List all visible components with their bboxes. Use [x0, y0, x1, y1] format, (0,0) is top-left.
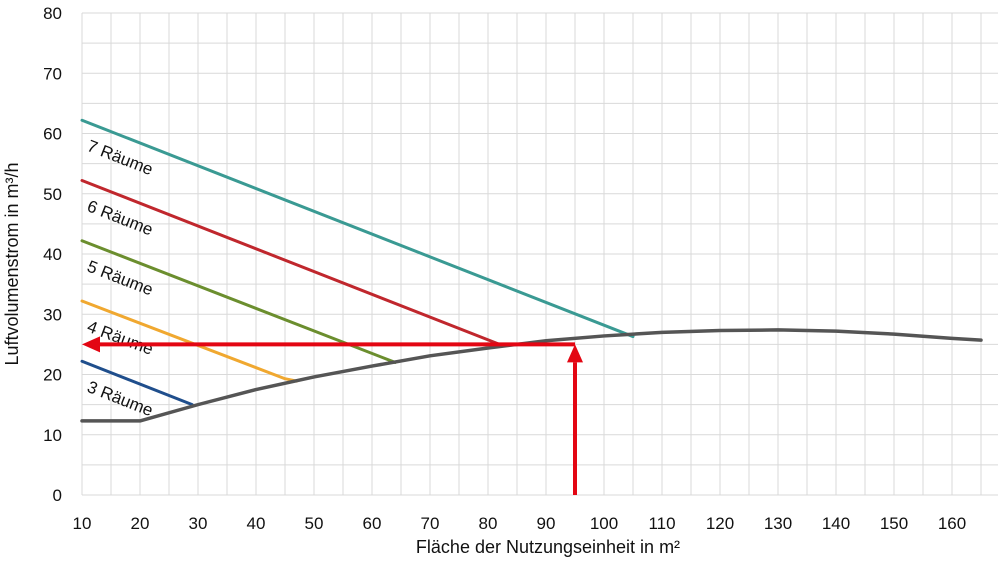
x-tick-label: 100: [590, 514, 618, 533]
series-label: 5 Räume: [85, 257, 156, 300]
x-tick-label: 150: [880, 514, 908, 533]
x-tick-label: 160: [938, 514, 966, 533]
y-tick-label: 40: [43, 245, 62, 264]
x-tick-label: 10: [73, 514, 92, 533]
arrow-head: [567, 344, 583, 363]
series-label: 6 Räume: [85, 197, 156, 240]
arrow-head: [82, 336, 100, 353]
x-tick-label: 140: [822, 514, 850, 533]
y-tick-label: 50: [43, 185, 62, 204]
x-tick-label: 110: [648, 514, 675, 533]
x-tick-label: 80: [479, 514, 498, 533]
series-line: [80, 178, 502, 346]
y-tick-label: 80: [43, 4, 62, 23]
series-label: 4 Räume: [85, 317, 156, 359]
series-lines: [80, 118, 983, 423]
series-line: [80, 118, 635, 339]
x-tick-label: 130: [764, 514, 792, 533]
x-tick-label: 30: [189, 514, 208, 533]
y-axis-title: Luftvolumenstrom in m³/h: [2, 162, 22, 365]
y-tick-label: 10: [43, 426, 62, 445]
y-tick-label: 70: [43, 64, 62, 83]
x-tick-label: 50: [305, 514, 324, 533]
series-label: 7 Räume: [85, 136, 156, 179]
series-line: [80, 359, 194, 407]
series-line: [80, 239, 397, 364]
y-tick-label: 60: [43, 125, 62, 144]
y-tick-label: 20: [43, 366, 62, 385]
x-axis-title: Fläche der Nutzungseinheit in m²: [416, 537, 680, 557]
x-tick-label: 120: [706, 514, 734, 533]
y-tick-label: 30: [43, 305, 62, 324]
x-tick-label: 90: [537, 514, 556, 533]
y-tick-label: 0: [53, 486, 62, 505]
x-tick-label: 20: [131, 514, 150, 533]
x-tick-label: 40: [247, 514, 266, 533]
y-axis-ticks: 0 10 20 30 40 50 60 70 80: [43, 4, 62, 505]
annotation-arrows: [82, 336, 583, 495]
grid: [81, 12, 998, 496]
x-tick-label: 60: [363, 514, 382, 533]
x-tick-label: 70: [421, 514, 440, 533]
x-axis-ticks: 10 20 30 40 50 60 70 80 90 100 110 120 130 140 150 160: [73, 514, 967, 533]
series-label: 3 Räume: [85, 377, 156, 420]
